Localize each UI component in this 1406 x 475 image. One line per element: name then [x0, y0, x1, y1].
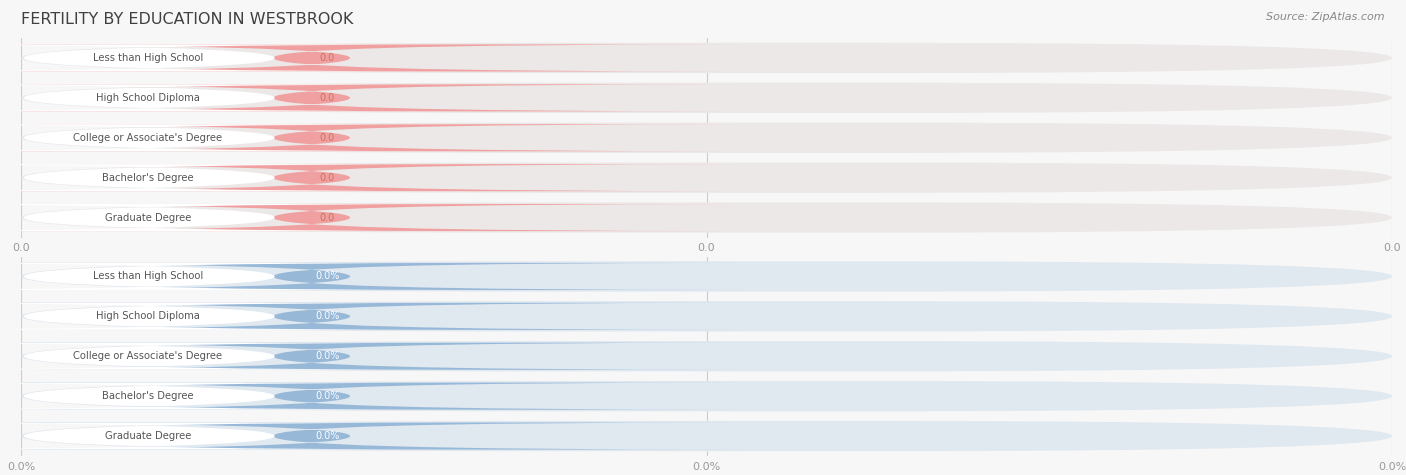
- Text: 0.0%: 0.0%: [315, 311, 340, 322]
- Text: 0.0: 0.0: [319, 93, 335, 103]
- Text: High School Diploma: High School Diploma: [96, 311, 200, 322]
- FancyBboxPatch shape: [21, 162, 1392, 193]
- Text: Graduate Degree: Graduate Degree: [104, 212, 191, 223]
- Text: Less than High School: Less than High School: [93, 271, 202, 282]
- FancyBboxPatch shape: [0, 164, 740, 191]
- FancyBboxPatch shape: [0, 342, 489, 370]
- Text: 0.0%: 0.0%: [315, 271, 340, 282]
- FancyBboxPatch shape: [0, 303, 740, 330]
- FancyBboxPatch shape: [0, 84, 740, 112]
- Text: Bachelor's Degree: Bachelor's Degree: [103, 391, 194, 401]
- FancyBboxPatch shape: [0, 422, 740, 450]
- Text: 0.0%: 0.0%: [315, 431, 340, 441]
- FancyBboxPatch shape: [21, 381, 1392, 411]
- FancyBboxPatch shape: [0, 124, 489, 152]
- FancyBboxPatch shape: [21, 83, 1392, 113]
- Text: 0.0: 0.0: [319, 53, 335, 63]
- Text: 0.0: 0.0: [319, 172, 335, 183]
- FancyBboxPatch shape: [0, 84, 489, 112]
- FancyBboxPatch shape: [21, 261, 1392, 292]
- FancyBboxPatch shape: [21, 421, 1392, 451]
- FancyBboxPatch shape: [21, 43, 1392, 73]
- Text: 0.0%: 0.0%: [315, 391, 340, 401]
- FancyBboxPatch shape: [0, 263, 740, 290]
- FancyBboxPatch shape: [21, 341, 1392, 371]
- FancyBboxPatch shape: [0, 44, 740, 72]
- FancyBboxPatch shape: [0, 44, 489, 72]
- FancyBboxPatch shape: [0, 382, 740, 410]
- FancyBboxPatch shape: [0, 204, 489, 231]
- FancyBboxPatch shape: [0, 124, 740, 152]
- FancyBboxPatch shape: [21, 123, 1392, 153]
- Text: Bachelor's Degree: Bachelor's Degree: [103, 172, 194, 183]
- Text: 0.0: 0.0: [319, 133, 335, 143]
- FancyBboxPatch shape: [0, 382, 489, 410]
- FancyBboxPatch shape: [21, 202, 1392, 233]
- Text: FERTILITY BY EDUCATION IN WESTBROOK: FERTILITY BY EDUCATION IN WESTBROOK: [21, 12, 353, 27]
- Text: College or Associate's Degree: College or Associate's Degree: [73, 133, 222, 143]
- FancyBboxPatch shape: [0, 164, 489, 191]
- Text: High School Diploma: High School Diploma: [96, 93, 200, 103]
- Text: College or Associate's Degree: College or Associate's Degree: [73, 351, 222, 361]
- Text: Graduate Degree: Graduate Degree: [104, 431, 191, 441]
- Text: 0.0%: 0.0%: [315, 351, 340, 361]
- FancyBboxPatch shape: [0, 263, 489, 290]
- FancyBboxPatch shape: [0, 422, 489, 450]
- FancyBboxPatch shape: [0, 303, 489, 330]
- FancyBboxPatch shape: [0, 342, 740, 370]
- FancyBboxPatch shape: [21, 301, 1392, 332]
- Text: 0.0: 0.0: [319, 212, 335, 223]
- Text: Source: ZipAtlas.com: Source: ZipAtlas.com: [1267, 12, 1385, 22]
- FancyBboxPatch shape: [0, 204, 740, 231]
- Text: Less than High School: Less than High School: [93, 53, 202, 63]
